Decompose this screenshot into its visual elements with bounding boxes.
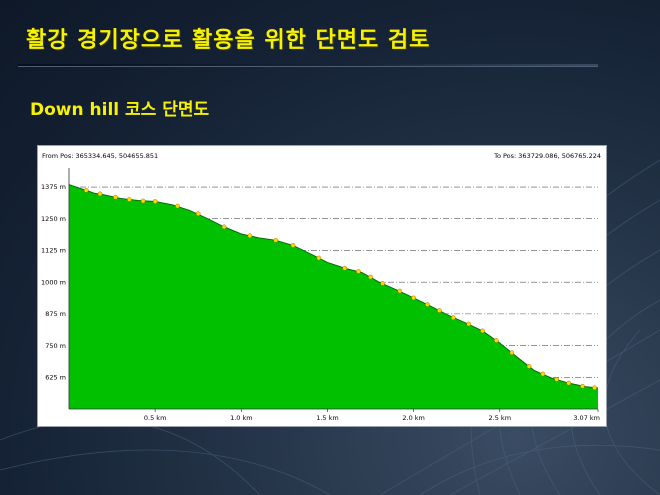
y-tick-label: 875 m [45,310,66,318]
y-tick-label: 1000 m [41,278,66,286]
to-pos-label: To Pos: 363729.086, 506765.224 [493,152,601,160]
from-pos-label: From Pos: 365334.645, 504655.851 [42,152,158,160]
x-tick-label: 1.0 km [230,414,253,422]
profile-marker [540,371,546,377]
profile-marker [113,194,118,200]
profile-marker [554,377,559,382]
profile-marker [566,380,572,386]
profile-marker [494,338,499,343]
chart-canvas: From Pos: 365334.645, 504655.851 To Pos:… [41,152,601,422]
profile-marker [127,197,132,202]
profile-marker [152,199,158,204]
profile-marker [83,188,89,193]
profile-markers [83,188,597,390]
profile-marker [397,288,403,294]
profile-marker [592,385,597,390]
x-tick-label: 2.0 km [402,414,425,422]
profile-marker [97,191,103,197]
profile-marker [195,211,201,216]
slide-subtitle: Down hill 코스 단면도 [30,100,210,120]
y-tick-label: 1250 m [41,215,66,223]
profile-marker [509,350,515,355]
x-tick-label: 2.5 km [489,414,512,422]
profile-marker [316,255,322,261]
x-tick-label: 0.5 km [144,414,167,422]
profile-marker [480,328,485,334]
profile-marker [356,269,361,274]
profile-marker [466,321,472,327]
profile-marker [342,265,348,271]
profile-marker [425,302,430,307]
y-tick-label: 750 m [45,342,66,350]
profile-area [68,184,599,409]
profile-marker [437,308,442,313]
profile-marker [368,274,373,280]
profile-marker [450,315,456,320]
x-tick-label: 1.5 km [316,414,339,422]
profile-marker [175,203,180,209]
profile-marker [411,295,416,301]
axes: 625 m 750 m 875 m 1000 m 1125 m 1250 m 1375 m 0… [41,168,600,422]
y-tick-label: 1375 m [41,183,66,191]
profile-marker [247,233,253,239]
profile-marker [580,383,585,389]
x-tick-label: 3.07 km [573,414,600,422]
profile-marker [380,281,385,286]
slide-title: 활강 경기장으로 활용을 위한 단면도 검토 [26,28,431,53]
profile-marker [140,198,146,204]
profile-fill [69,184,598,409]
y-tick-label: 1125 m [41,247,66,255]
y-tick-label: 625 m [45,373,66,381]
profile-marker [526,364,532,369]
profile-marker [290,243,296,248]
profile-marker [273,238,279,243]
elevation-profile-chart: From Pos: 365334.645, 504655.851 To Pos:… [37,145,607,427]
profile-marker [221,224,227,230]
title-divider [18,64,598,67]
